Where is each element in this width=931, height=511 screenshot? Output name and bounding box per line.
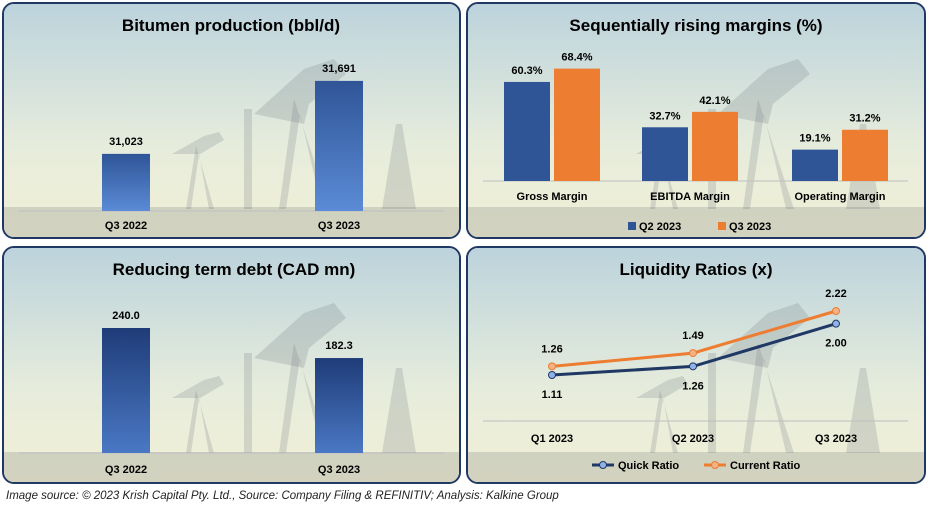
data-label: 1.26 [682, 380, 703, 392]
bitumen-production-chart: Bitumen production (bbl/d) 31,023 Q3 2022 3… [4, 4, 459, 237]
data-label: 68.4% [561, 52, 592, 64]
oilfield-background [4, 4, 459, 237]
legend-marker-current [711, 461, 719, 469]
term-debt-chart: Reducing term debt (CAD mn) 240.0 Q3 2022 1… [4, 248, 459, 482]
data-label: 31,023 [109, 136, 143, 148]
bar-q3-2023-gross [554, 68, 600, 181]
x-tick-label: Operating Margin [794, 191, 885, 203]
legend: Q2 2023 Q3 2023 [628, 221, 771, 233]
chart-title: Bitumen production (bbl/d) [122, 16, 340, 35]
x-tick-label: Q2 2023 [672, 433, 714, 445]
legend-swatch-q2 [628, 222, 636, 230]
term-debt-panel: Reducing term debt (CAD mn) 240.0 Q3 2022 1… [2, 246, 461, 484]
data-label: 32.7% [649, 110, 680, 122]
bar-q3-2022 [102, 328, 150, 453]
point-quick-ratio [832, 319, 840, 328]
x-tick-label: Q3 2022 [105, 220, 147, 232]
point-current-ratio [832, 307, 840, 315]
legend-swatch-q3 [718, 222, 726, 230]
data-label: 2.00 [825, 338, 846, 350]
margins-chart: Sequentially rising margins (%) 60.3% 68.4… [468, 4, 924, 237]
data-label: 60.3% [511, 65, 542, 77]
data-label: 2.22 [825, 288, 846, 300]
bar-q2-2023-gross [504, 81, 550, 181]
chart-title: Sequentially rising margins (%) [569, 16, 822, 35]
chart-title: Liquidity Ratios (x) [620, 260, 773, 279]
data-label: 31.2% [849, 113, 880, 125]
bar-q3-2022 [102, 153, 150, 211]
legend-label: Current Ratio [730, 460, 801, 472]
bar-q3-2023-operating [842, 129, 888, 181]
legend-marker-quick [599, 461, 607, 469]
margins-panel: Sequentially rising margins (%) 60.3% 68.4… [466, 2, 926, 239]
point-quick-ratio [689, 362, 697, 371]
oilfield-background [4, 248, 459, 482]
x-tick-label: Q1 2023 [531, 433, 573, 445]
liquidity-panel: Liquidity Ratios (x) 1.11 1.26 2.00 1.26 1.49… [466, 246, 926, 484]
point-quick-ratio [548, 371, 556, 379]
liquidity-chart: Liquidity Ratios (x) 1.11 1.26 2.00 1.26 1.49… [468, 248, 924, 482]
legend-label: Q2 2023 [639, 221, 681, 233]
data-label: 31,691 [322, 63, 356, 75]
x-tick-label: Q3 2023 [318, 464, 360, 476]
legend: Quick Ratio Current Ratio [592, 460, 801, 472]
bar-q2-2023-ebitda [642, 127, 688, 181]
legend-label: Quick Ratio [618, 460, 679, 472]
x-tick-label: EBITDA Margin [650, 191, 730, 203]
x-tick-label: Q3 2023 [815, 433, 857, 445]
data-label: 240.0 [112, 310, 140, 322]
bar-q2-2023-operating [792, 149, 838, 181]
data-label: 1.49 [682, 330, 703, 342]
data-label: 1.11 [542, 389, 563, 401]
data-label: 182.3 [325, 340, 353, 352]
bar-q3-2023 [315, 80, 363, 211]
x-tick-label: Q3 2022 [105, 464, 147, 476]
point-current-ratio [689, 349, 697, 358]
x-tick-label: Q3 2023 [318, 220, 360, 232]
data-label: 1.26 [541, 343, 562, 355]
data-label: 19.1% [799, 133, 830, 145]
source-caption: Image source: © 2023 Krish Capital Pty. … [6, 490, 559, 502]
bar-q3-2023-ebitda [692, 111, 738, 181]
legend-label: Q3 2023 [729, 221, 771, 233]
chart-title: Reducing term debt (CAD mn) [113, 260, 356, 279]
x-tick-label: Gross Margin [517, 191, 588, 203]
point-current-ratio [548, 362, 556, 371]
bar-q3-2023 [315, 358, 363, 453]
bitumen-production-panel: Bitumen production (bbl/d) 31,023 Q3 2022 3… [2, 2, 461, 239]
data-label: 42.1% [699, 95, 730, 107]
